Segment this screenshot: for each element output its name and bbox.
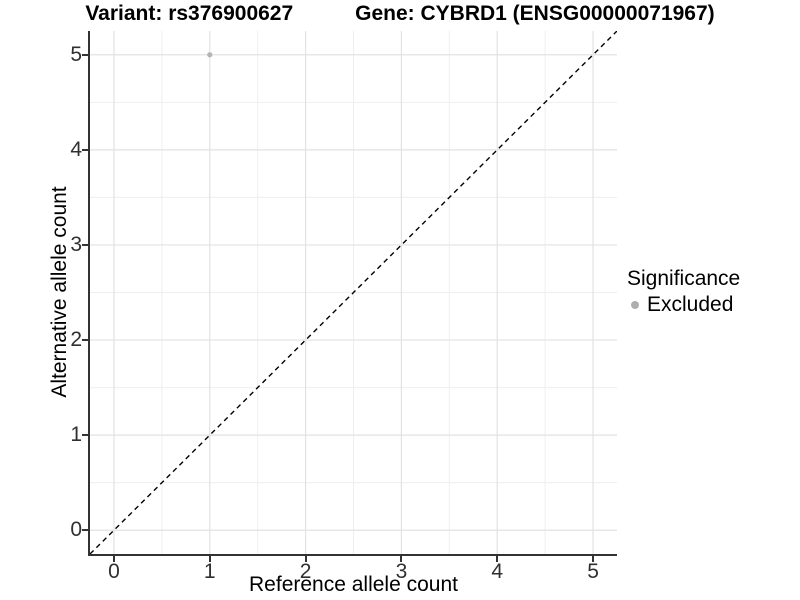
- plot-title-gene: Gene: CYBRD1 (ENSG00000071967): [355, 2, 715, 25]
- x-tick-mark: [496, 556, 499, 562]
- plot-panel: [88, 31, 617, 556]
- legend-item-label: Excluded: [647, 293, 734, 316]
- x-tick-label: 2: [299, 560, 312, 583]
- legend: Significance Excluded: [627, 266, 740, 317]
- x-tick-label: 5: [587, 560, 599, 583]
- y-tick-mark: [82, 529, 88, 532]
- y-tick-mark: [82, 434, 88, 437]
- legend-item-excluded: Excluded: [627, 292, 740, 317]
- y-tick-mark: [82, 339, 88, 342]
- y-tick-label: 3: [70, 232, 82, 256]
- y-tick-mark: [82, 53, 88, 56]
- y-tick-label: 0: [70, 518, 82, 542]
- x-tick-mark: [592, 556, 595, 562]
- x-tick-label: 0: [108, 560, 120, 583]
- plot-canvas: [90, 31, 617, 554]
- legend-point-icon: [631, 300, 639, 309]
- plot-title: Variant: rs376900627 Gene: CYBRD1 (ENSG0…: [0, 2, 800, 26]
- identity-reference-line: [90, 31, 617, 554]
- legend-title: Significance: [627, 267, 741, 290]
- x-tick-mark: [304, 556, 307, 562]
- y-tick-mark: [82, 148, 88, 151]
- y-tick-label: 2: [70, 328, 82, 352]
- y-tick-label: 4: [70, 137, 82, 161]
- y-tick-label: 5: [70, 42, 82, 66]
- data-point: [207, 52, 213, 58]
- x-tick-label: 1: [203, 560, 216, 583]
- y-tick-label: 1: [70, 423, 82, 447]
- plot-title-variant: Variant: rs376900627: [85, 2, 294, 25]
- x-axis-title: Reference allele count: [249, 573, 458, 596]
- x-tick-mark: [208, 556, 211, 562]
- y-tick-mark: [82, 243, 88, 246]
- x-tick-mark: [112, 556, 115, 562]
- x-tick-label: 3: [395, 560, 408, 583]
- x-tick-label: 4: [491, 560, 504, 583]
- x-tick-mark: [400, 556, 403, 562]
- y-axis-title: Alternative allele count: [48, 186, 71, 398]
